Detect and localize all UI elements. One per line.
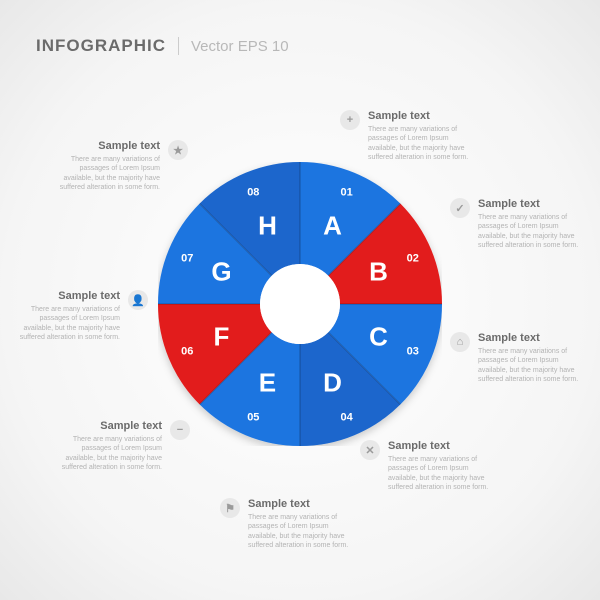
callout-1: + Sample text There are many variations of…: [340, 110, 470, 163]
callout-title: Sample text: [58, 140, 160, 152]
callout-body: Sample text There are many variations of …: [368, 110, 470, 163]
pie-chart-svg: A 01 B 02 C 03 D 04 E 05 F 06 G 07 H 08: [158, 162, 442, 446]
callout-body: Sample text There are many variations of …: [388, 440, 490, 493]
callout-text: There are many variations of passages of…: [478, 347, 580, 385]
pie-number-01: 01: [341, 186, 353, 198]
callout-icon: ★: [168, 140, 188, 160]
callout-body: Sample text There are many variations of …: [248, 498, 350, 551]
callout-body: Sample text There are many variations of …: [478, 332, 580, 385]
callout-icon: +: [340, 110, 360, 130]
callout-text: There are many variations of passages of…: [18, 305, 120, 343]
pie-letter-f: F: [214, 322, 230, 352]
callout-7: 👤 Sample text There are many variations of…: [18, 290, 148, 343]
callout-title: Sample text: [248, 498, 350, 510]
callout-title: Sample text: [368, 110, 470, 122]
callout-icon: ✕: [360, 440, 380, 460]
callout-body: Sample text There are many variations of …: [60, 420, 162, 473]
header-divider: [178, 37, 179, 55]
callout-text: There are many variations of passages of…: [60, 435, 162, 473]
pie-letter-g: G: [211, 256, 231, 286]
pie-number-05: 05: [247, 412, 259, 424]
header-title: INFOGRAPHIC: [36, 36, 166, 56]
callout-title: Sample text: [388, 440, 490, 452]
callout-text: There are many variations of passages of…: [368, 125, 470, 163]
pie-letter-b: B: [369, 256, 388, 286]
callout-body: Sample text There are many variations of …: [18, 290, 120, 343]
pie-chart: A 01 B 02 C 03 D 04 E 05 F 06 G 07 H 08: [158, 162, 442, 446]
callout-icon: ✓: [450, 198, 470, 218]
pie-inner-hole: [260, 264, 340, 344]
callout-title: Sample text: [478, 198, 580, 210]
callout-text: There are many variations of passages of…: [248, 513, 350, 551]
callout-text: There are many variations of passages of…: [478, 213, 580, 251]
callout-6: −Sample text There are many variations of…: [60, 420, 190, 473]
callout-body: Sample text There are many variations of …: [478, 198, 580, 251]
pie-letter-d: D: [323, 368, 342, 398]
pie-number-04: 04: [341, 412, 354, 424]
callout-title: Sample text: [18, 290, 120, 302]
pie-letter-h: H: [258, 210, 277, 240]
callout-2: ✓ Sample text There are many variations of…: [450, 198, 580, 251]
callout-icon: 👤: [128, 290, 148, 310]
callout-5: ⚑ Sample text There are many variations of…: [220, 498, 350, 551]
callout-8: ★ Sample text There are many variations of…: [58, 140, 188, 193]
callout-icon: −: [170, 420, 190, 440]
pie-number-03: 03: [407, 346, 419, 358]
callout-text: There are many variations of passages of…: [388, 455, 490, 493]
pie-number-06: 06: [181, 346, 193, 358]
pie-letter-c: C: [369, 322, 388, 352]
header: INFOGRAPHIC Vector EPS 10: [36, 36, 289, 56]
callout-text: There are many variations of passages of…: [58, 155, 160, 193]
callout-title: Sample text: [478, 332, 580, 344]
callout-icon: ⚑: [220, 498, 240, 518]
pie-letter-e: E: [259, 368, 276, 398]
callout-body: Sample text There are many variations of …: [58, 140, 160, 193]
callout-title: Sample text: [60, 420, 162, 432]
pie-number-02: 02: [407, 252, 419, 264]
header-subtitle: Vector EPS 10: [191, 38, 289, 55]
callout-icon: ⌂: [450, 332, 470, 352]
callout-4: ✕ Sample text There are many variations of…: [360, 440, 490, 493]
pie-number-08: 08: [247, 186, 259, 198]
callout-3: ⌂ Sample text There are many variations of…: [450, 332, 580, 385]
pie-number-07: 07: [181, 252, 193, 264]
pie-letter-a: A: [323, 210, 342, 240]
